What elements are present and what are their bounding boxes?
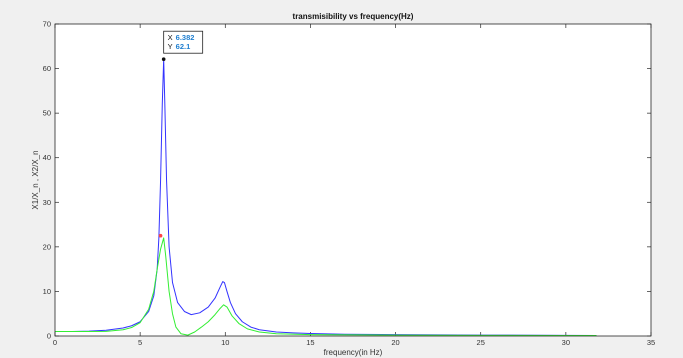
x-tick-label: 30: [562, 338, 570, 347]
x-tick-label: 35: [647, 338, 655, 347]
y-axis-label: X1/X_n , X2/X_n: [31, 150, 40, 209]
x-tick-label: 0: [53, 338, 57, 347]
data-tip-x-label: X: [168, 33, 173, 42]
x-tick-label: 10: [221, 338, 229, 347]
x-tick-label: 5: [138, 338, 142, 347]
data-tip-y-label: Y: [168, 42, 173, 51]
y-tick-label: 50: [43, 109, 51, 118]
x-axis-label: frequency(in Hz): [324, 348, 383, 357]
data-tip[interactable]: X 6.382 Y 62.1: [163, 30, 204, 54]
y-tick-label: 0: [47, 332, 51, 341]
data-marker-2[interactable]: [158, 233, 163, 238]
axes-box: [54, 23, 652, 337]
x-axis-ticks: 0 5 10 15 20 25 30 35: [53, 24, 655, 347]
x-tick-label: 20: [391, 338, 399, 347]
y-tick-label: 60: [43, 64, 51, 73]
y-tick-label: 30: [43, 198, 51, 207]
data-tip-x-value: 6.382: [176, 33, 195, 42]
y-axis-ticks: 0 10 20 30 40 50 60 70: [43, 20, 651, 341]
y-tick-label: 20: [43, 242, 51, 251]
series-line-1: [54, 58, 597, 336]
y-tick-label: 10: [43, 287, 51, 296]
series-layer: [54, 58, 597, 337]
data-tip-box: [163, 30, 204, 54]
markers-layer: [158, 57, 166, 238]
data-tip-y-value: 62.1: [176, 42, 191, 51]
x-tick-label: 25: [477, 338, 485, 347]
series-line-2: [55, 237, 597, 337]
chart-title: transmisibility vs frequency(Hz): [293, 12, 414, 21]
plot-area: [55, 24, 651, 336]
x-tick-label: 15: [306, 338, 314, 347]
y-tick-label: 70: [43, 20, 51, 29]
data-marker-1[interactable]: [161, 57, 166, 62]
y-tick-label: 40: [43, 153, 51, 162]
